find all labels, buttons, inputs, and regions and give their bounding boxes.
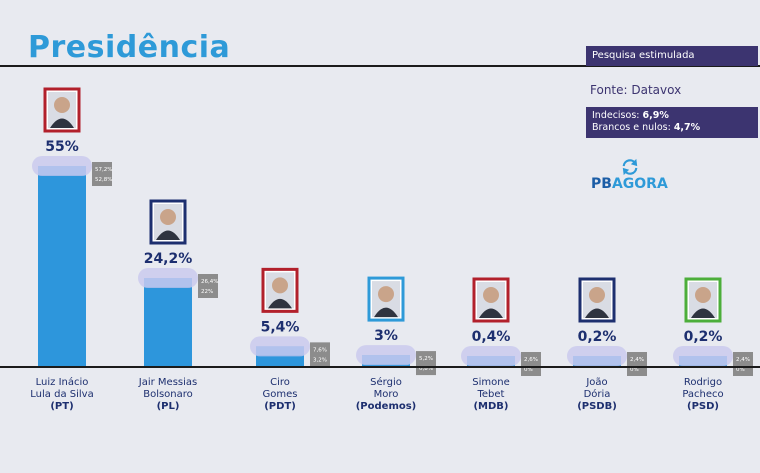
avatar-head-5: [589, 287, 605, 303]
bar-1: [144, 278, 192, 366]
candidate-name-line: Moro: [373, 389, 399, 400]
candidate-party: (PSDB): [577, 401, 617, 412]
blank-label: Brancos e nulos:: [592, 122, 674, 133]
avatar-head-2: [272, 277, 288, 294]
logo-agora: AGORA: [611, 176, 668, 192]
candidate-label-3: Sérgio Moro (Podemos): [331, 377, 441, 413]
candidate-name-line: Jair Messias: [138, 377, 198, 388]
avatar-head-6: [695, 287, 711, 303]
margin-band-5: [567, 346, 627, 366]
value-label-3: 3%: [374, 328, 398, 344]
range-high-2: 7,6%: [313, 347, 327, 353]
survey-type-label: Pesquisa estimulada: [586, 46, 758, 66]
candidate-label-1: Jair Messias Bolsonaro (PL): [113, 377, 223, 413]
pbagora-logo: PBAGORA: [591, 158, 681, 198]
range-low-5: 0%: [630, 367, 639, 373]
value-label-5: 0,2%: [578, 329, 617, 345]
candidate-label-5: João Dória (PSDB): [542, 377, 652, 413]
range-high-3: 5,2%: [419, 356, 433, 362]
value-label-0: 55%: [45, 139, 79, 155]
info-box: Indecisos: 6,9% Brancos e nulos: 4,7%: [586, 107, 758, 138]
candidate-name-line: Bolsonaro: [143, 389, 193, 400]
avatar-head-1: [160, 209, 176, 225]
page-title: Presidência: [28, 30, 231, 65]
range-high-6: 2,4%: [736, 357, 750, 363]
candidate-party: (PSD): [687, 401, 719, 412]
candidate-label-0: Luiz Inácio Lula da Silva (PT): [7, 377, 117, 413]
avatar-body-4: [479, 308, 503, 318]
margin-band-3: [356, 345, 416, 366]
range-box-0: [92, 162, 112, 186]
blank-value: 4,7%: [673, 122, 701, 133]
avatar-head-0: [54, 97, 70, 113]
candidate-party: (MDB): [473, 401, 509, 412]
range-box-5: [627, 352, 647, 376]
candidate-name-line: Ciro: [270, 377, 290, 388]
value-label-1: 24,2%: [144, 251, 193, 267]
candidate-label-4: Simone Tebet (MDB): [436, 377, 546, 413]
margin-band-4: [461, 346, 521, 366]
candidate-party: (PL): [156, 401, 180, 412]
refresh-arrows-icon: [622, 158, 638, 176]
candidate-name-line: João: [586, 377, 608, 388]
candidate-name-line: Sérgio: [370, 377, 402, 388]
margin-band-6: [673, 346, 733, 366]
candidate-party: (PT): [50, 401, 74, 412]
candidate-name-line: Luiz Inácio: [35, 377, 89, 388]
range-box-4: [521, 352, 541, 376]
candidate-party: (PDT): [264, 401, 296, 412]
undecided-value: 6,9%: [642, 110, 669, 121]
range-high-1: 26,4%: [201, 279, 218, 285]
margin-band-2: [250, 336, 310, 357]
avatar-body-5: [585, 308, 609, 318]
top-divider: [0, 65, 760, 67]
avatar-body-1: [156, 230, 180, 240]
bar-0: [38, 166, 86, 366]
range-high-5: 2,4%: [630, 357, 644, 363]
candidate-label-6: Rodrigo Pacheco (PSD): [648, 377, 758, 413]
candidate-name-line: Lula da Silva: [30, 389, 94, 400]
value-label-6: 0,2%: [684, 329, 723, 345]
range-box-1: [198, 274, 218, 298]
range-box-6: [733, 352, 753, 376]
avatar-head-3: [378, 286, 394, 303]
range-high-0: 57,2%: [95, 167, 112, 173]
avatar-body-0: [50, 118, 74, 128]
blank-line: Brancos e nulos: 4,7%: [592, 122, 752, 134]
undecided-label: Indecisos:: [592, 110, 643, 121]
value-label-4: 0,4%: [472, 329, 511, 345]
range-high-4: 2,6%: [524, 357, 538, 363]
range-low-3: 0,8%: [419, 366, 433, 372]
range-low-1: 22%: [201, 289, 213, 295]
candidate-name-line: Dória: [583, 389, 611, 400]
undecided-line: Indecisos: 6,9%: [592, 110, 752, 122]
candidate-name-line: Simone: [472, 377, 510, 388]
candidate-name-line: Pacheco: [682, 389, 724, 400]
margin-band-1: [138, 268, 198, 288]
range-box-3: [416, 351, 436, 376]
logo-text: PBAGORA: [591, 176, 668, 192]
range-low-4: 0%: [524, 367, 533, 373]
candidate-name-line: Tebet: [477, 389, 505, 400]
chart-baseline: [0, 366, 760, 368]
range-box-2: [310, 342, 330, 367]
range-low-2: 3,2%: [313, 357, 327, 363]
candidate-name-line: Gomes: [262, 389, 298, 400]
source-label: Fonte: Datavox: [590, 83, 682, 97]
logo-pb: PB: [591, 176, 612, 192]
range-low-0: 52,8%: [95, 177, 112, 183]
avatar-head-4: [483, 287, 499, 303]
avatar-body-3: [374, 307, 398, 318]
range-low-6: 0%: [736, 367, 745, 373]
avatar-body-6: [691, 308, 715, 318]
candidate-party: (Podemos): [355, 401, 417, 412]
candidate-label-2: Ciro Gomes (PDT): [225, 377, 335, 413]
value-label-2: 5,4%: [261, 319, 300, 335]
avatar-body-2: [268, 298, 292, 309]
candidate-name-line: Rodrigo: [683, 377, 723, 388]
margin-band-0: [32, 156, 92, 176]
